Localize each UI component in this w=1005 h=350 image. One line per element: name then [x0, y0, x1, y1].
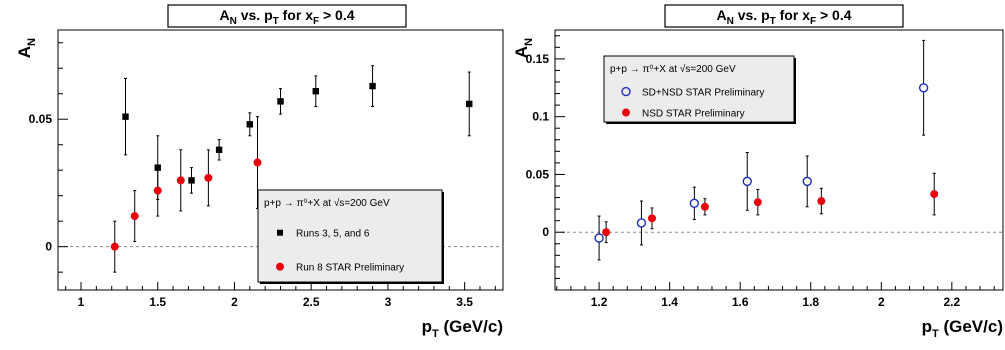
- legend-entry-label: Runs 3, 5, and 6: [296, 229, 370, 240]
- data-point: [188, 177, 195, 184]
- legend-marker: [621, 86, 631, 97]
- data-point: [176, 176, 185, 185]
- data-point: [215, 146, 223, 154]
- chart-title: AN vs. pT for xF > 0.4: [716, 7, 851, 27]
- x-axis-label: pT (GeV/c): [922, 317, 1003, 340]
- chart-title-box: [664, 4, 904, 28]
- chart-panel-2: 1.2 1.4 1.6 1.8 2 2.2 0 0.05 0.1 0.15 pT (GeV/c) AN…: [512, 4, 1004, 340]
- legend-box: [257, 189, 443, 283]
- series-1: [594, 39, 929, 261]
- y-tick-label: 0.1: [532, 110, 549, 124]
- legend-entry-label: SD+NSD STAR Preliminary: [642, 88, 764, 99]
- data-point: [122, 113, 129, 120]
- chart-title: AN vs. pT for xF > 0.4: [219, 7, 354, 27]
- y-tick-label: 0.15: [526, 52, 550, 66]
- y-axis-label: AN: [512, 38, 535, 58]
- data-point: [204, 173, 213, 182]
- data-point: [130, 212, 139, 221]
- x-tick-label: 1.6: [732, 295, 749, 309]
- data-point: [802, 176, 812, 187]
- x-tick-label: 2: [878, 295, 885, 309]
- series-2: [110, 116, 262, 273]
- plot-frame: [554, 29, 1004, 291]
- data-point: [466, 100, 473, 108]
- y-tick-label: 0: [45, 240, 52, 254]
- data-point: [648, 214, 657, 223]
- legend-header: p+p → π⁰+X at √s=200 GeV: [264, 197, 390, 209]
- legend-header: p+p → π⁰+X at √s=200 GeV: [610, 63, 736, 75]
- data-point: [369, 82, 376, 90]
- data-point: [312, 87, 319, 95]
- x-tick-label: 2.5: [303, 295, 320, 309]
- x-tick-label: 3.5: [456, 295, 473, 309]
- chart-panel-1: 1 1.5 2 2.5 3 3.5 0 0.05 pT (GeV/c) AN AN vs. pT f…: [15, 4, 504, 340]
- y-tick-label: 0: [542, 225, 549, 239]
- legend-entry-label: NSD STAR Preliminary: [642, 109, 745, 120]
- data-point: [246, 121, 254, 128]
- series-1: [122, 65, 473, 201]
- x-tick-label: 3: [385, 295, 392, 309]
- x-tick-label: 1.4: [661, 295, 678, 309]
- legend-entry-label: Run 8 STAR Preliminary: [296, 263, 404, 274]
- data-point: [277, 98, 284, 105]
- x-tick-label: 2: [231, 295, 238, 309]
- legend-marker: [622, 108, 630, 117]
- data-point: [930, 190, 939, 199]
- data-point: [753, 198, 762, 207]
- x-tick-label: 1.5: [149, 295, 166, 309]
- data-point: [918, 83, 929, 93]
- data-point: [110, 242, 119, 251]
- data-point: [742, 176, 752, 187]
- data-point: [602, 228, 611, 237]
- data-point: [700, 202, 709, 211]
- y-tick-label: 0.05: [526, 167, 550, 181]
- legend: p+p → π⁰+X at √s=200 GeV SD+NSD STAR Prel…: [603, 55, 796, 124]
- legend: p+p → π⁰+X at √s=200 GeV Runs 3, 5, and 6…: [257, 189, 444, 284]
- data-point: [636, 218, 647, 228]
- x-tick-label: 1.8: [802, 295, 819, 309]
- legend-box: [603, 55, 795, 123]
- data-point: [817, 197, 826, 206]
- legend-marker: [277, 229, 283, 236]
- data-point: [153, 186, 162, 195]
- x-tick-label: 1: [78, 295, 85, 309]
- data-point: [689, 198, 700, 209]
- y-tick-label: 0.05: [29, 112, 53, 126]
- x-axis-label: pT (GeV/c): [422, 317, 503, 340]
- y-axis-label: AN: [15, 38, 38, 58]
- legend-marker: [276, 262, 284, 271]
- series-2: [602, 172, 939, 244]
- data-point: [594, 233, 604, 243]
- x-tick-label: 1.2: [591, 295, 608, 309]
- data-point: [253, 158, 262, 167]
- x-tick-label: 2.2: [944, 295, 961, 309]
- chart-title-box: [167, 4, 407, 28]
